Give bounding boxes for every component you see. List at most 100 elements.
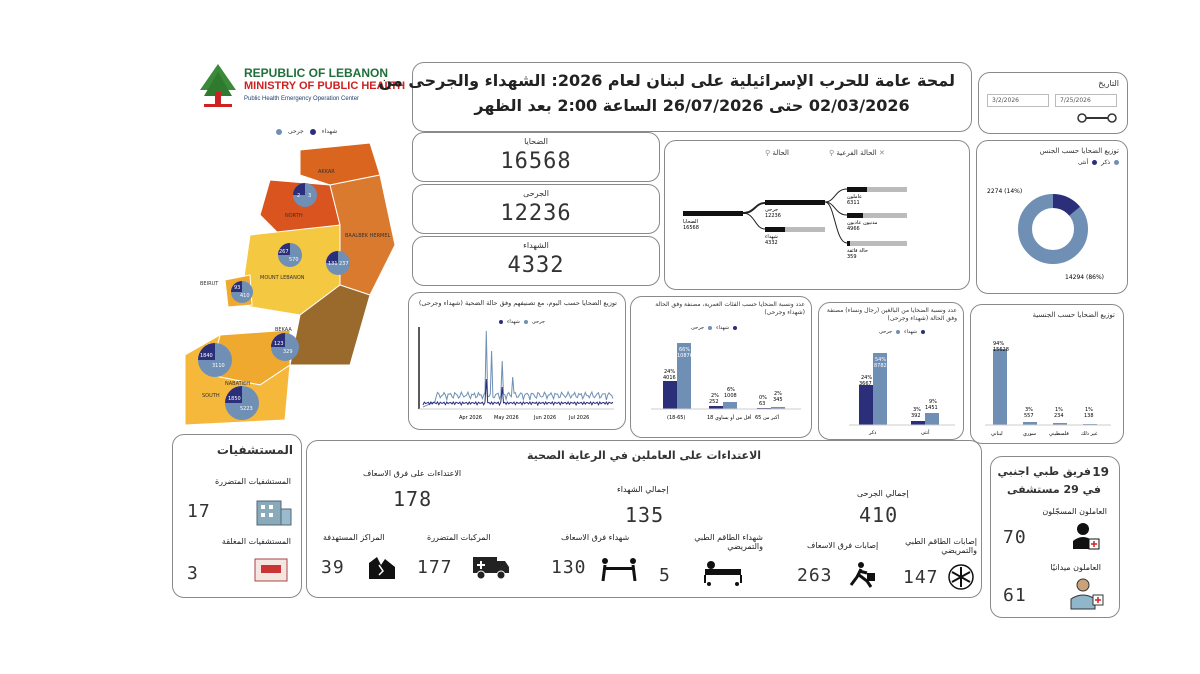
gender-donut-title: توزيع الضحايا حسب الجنس xyxy=(1039,147,1119,155)
running-medic-icon xyxy=(849,562,875,588)
svg-text:أكبر من 65: أكبر من 65 xyxy=(755,414,780,421)
kpi-victims-value: 16568 xyxy=(500,149,572,174)
svg-text:8782: 8782 xyxy=(874,363,887,369)
svg-text:أنثى: أنثى xyxy=(921,429,930,436)
label-nabatieh: NABATIEH xyxy=(225,381,250,387)
hospitals-closed-label: المستشفيات المغلقة xyxy=(221,537,291,546)
pie-mount-lebanon: 267 570 xyxy=(278,243,302,267)
adult-bar-dead-0 xyxy=(859,385,873,425)
label-beirut: BEIRUT xyxy=(200,281,219,287)
svg-text:3%: 3% xyxy=(1025,407,1033,413)
field-label: العاملون ميدانيًا xyxy=(1050,563,1101,572)
hospitals-closed-value: 3 xyxy=(187,563,199,584)
doctor-icon xyxy=(1070,578,1104,610)
injured-medical-value: 147 xyxy=(903,567,939,588)
timeline-xtick-jun: Jun 2026 xyxy=(533,415,556,421)
date-filter-label: التاريخ xyxy=(1098,79,1119,88)
dead-medical-value: 5 xyxy=(659,565,671,586)
cedar-logo-icon xyxy=(200,64,236,107)
svg-text:1850: 1850 xyxy=(228,396,241,402)
pie-north: 2 3 xyxy=(293,183,317,207)
ambulance-icon xyxy=(473,557,509,580)
svg-text:4332: 4332 xyxy=(765,240,778,246)
total-dead-label: إجمالي الشهداء xyxy=(617,485,669,494)
injured-ambulance-value: 263 xyxy=(797,565,833,586)
svg-text:345: 345 xyxy=(773,397,783,403)
svg-text:410: 410 xyxy=(240,293,250,299)
logo-line3: Public Health Emergency Operation Center xyxy=(244,96,360,102)
svg-text:غير ذلك: غير ذلك xyxy=(1081,431,1098,437)
svg-text:فلسطيني: فلسطيني xyxy=(1049,431,1069,437)
foreign-team-line1: فريق طبي اجنبي xyxy=(997,465,1091,478)
svg-text:10876: 10876 xyxy=(677,353,693,359)
timeline-chart: Apr 2026 May 2026 Jun 2026 Jul 2026 xyxy=(418,327,614,421)
nationality-chart-title: توزيع الضحايا حسب الجنسية xyxy=(1032,311,1115,319)
adult-chart: 24% 3667 54% 8782 3% 392 9% 1451 ذكر أنث… xyxy=(849,353,955,436)
logo-line1: REPUBLIC OF LEBANON xyxy=(244,66,388,80)
svg-text:66%: 66% xyxy=(679,347,690,353)
damaged-vehicles-value: 177 xyxy=(417,557,453,578)
svg-text:(18-65): (18-65) xyxy=(667,415,685,421)
date-from-input[interactable]: 3/2/2026 xyxy=(987,94,1049,107)
label-north: NORTH xyxy=(285,213,303,219)
timeline-xtick-apr: Apr 2026 xyxy=(459,415,482,421)
registered-label: العاملون المسجّلون xyxy=(1042,507,1107,516)
tree-filter-sub[interactable]: ⚲ الحالة الفرعية ✕ xyxy=(828,149,885,157)
age-bar-injured-2 xyxy=(771,407,785,409)
svg-text:3: 3 xyxy=(308,193,311,199)
hospitals-card: المستشفيات المستشفيات المتضررة 17 المستش… xyxy=(172,434,302,598)
donut-male-label: 14294 (86%) xyxy=(1065,274,1104,281)
date-range-slider[interactable] xyxy=(1077,111,1117,125)
gender-donut-chart: 2274 (14%) 14294 (86%) xyxy=(987,188,1104,281)
star-of-life-icon xyxy=(948,564,974,590)
svg-text:3%: 3% xyxy=(913,407,921,413)
svg-text:12236: 12236 xyxy=(765,213,781,219)
svg-text:267: 267 xyxy=(279,249,289,255)
svg-text:الضحايا: الضحايا xyxy=(683,219,698,225)
kpi-victims-card: الضحايا 16568 xyxy=(412,132,660,182)
svg-text:1%: 1% xyxy=(1055,407,1063,413)
ministry-logo: REPUBLIC OF LEBANON MINISTRY OF PUBLIC H… xyxy=(196,62,405,112)
svg-text:24%: 24% xyxy=(664,369,675,375)
age-legend: جرحى شهداء xyxy=(691,325,737,331)
age-bar-dead-1 xyxy=(709,406,723,409)
hospitals-damaged-label: المستشفيات المتضررة xyxy=(214,477,291,486)
label-bekaa: BEKAA xyxy=(275,327,292,333)
nat-bar-1 xyxy=(1023,422,1037,425)
svg-text:عاملون: عاملون xyxy=(847,194,862,200)
gender-legend: أنثى ذكر xyxy=(1078,159,1119,166)
timeline-chart-card: توزيع الضحايا حسب اليوم، مع تصنيفهم وفق … xyxy=(408,292,626,430)
patient-bed-icon xyxy=(704,561,742,586)
svg-text:4016: 4016 xyxy=(663,375,676,381)
svg-text:ذكر: ذكر xyxy=(868,430,876,436)
stretcher-carriers-icon xyxy=(601,558,637,582)
svg-text:570: 570 xyxy=(289,257,299,263)
label-baalbek: BAALBEK HERMEL xyxy=(345,233,391,239)
gender-donut-card: توزيع الضحايا حسب الجنس أنثى ذكر 2274 (1… xyxy=(976,140,1128,294)
logo-line2: MINISTRY OF PUBLIC HEALTH xyxy=(244,80,406,92)
label-mount-lebanon: MOUNT LEBANON xyxy=(260,275,305,281)
tree-filter-status[interactable]: ⚲ الحالة xyxy=(765,149,789,157)
nat-bar-2 xyxy=(1053,423,1067,425)
registered-value: 70 xyxy=(1003,527,1027,548)
age-chart-title: عدد ونسبة الضحايا حسب الفئات العمرية، مص… xyxy=(655,301,805,316)
svg-text:مدنيون عاديون: مدنيون عاديون xyxy=(847,220,878,226)
adult-bar-injured-0 xyxy=(873,353,887,425)
lebanon-map: AKKAR NORTH BAALBEK HERMEL MOUNT LEBANON… xyxy=(184,142,396,426)
kpi-injured-value: 12236 xyxy=(500,201,572,226)
kpi-dead-card: الشهداء 4332 xyxy=(412,236,660,286)
age-chart: 24% 4016 66% 10876 2% 252 6% 1008 0% 63 … xyxy=(651,343,801,421)
damaged-vehicles-label: المركبات المتضررة xyxy=(427,533,491,542)
foreign-team-line2: في 29 مستشفى xyxy=(1006,483,1101,496)
svg-text:329: 329 xyxy=(283,349,293,355)
ambulance-attacks-value: 178 xyxy=(393,487,433,511)
label-akkar: AKKAR xyxy=(318,169,335,175)
svg-text:234: 234 xyxy=(1054,413,1064,419)
adult-legend: جرحى شهداء xyxy=(879,329,925,335)
svg-text:252: 252 xyxy=(709,399,719,405)
date-to-input[interactable]: 7/25/2026 xyxy=(1055,94,1117,107)
attacks-card: الاعتداءات على العاملين في الرعاية الصحي… xyxy=(306,440,982,598)
svg-text:16568: 16568 xyxy=(683,225,699,231)
timeline-xtick-jul: Jul 2026 xyxy=(568,415,589,421)
adult-bar-injured-1 xyxy=(925,413,939,425)
